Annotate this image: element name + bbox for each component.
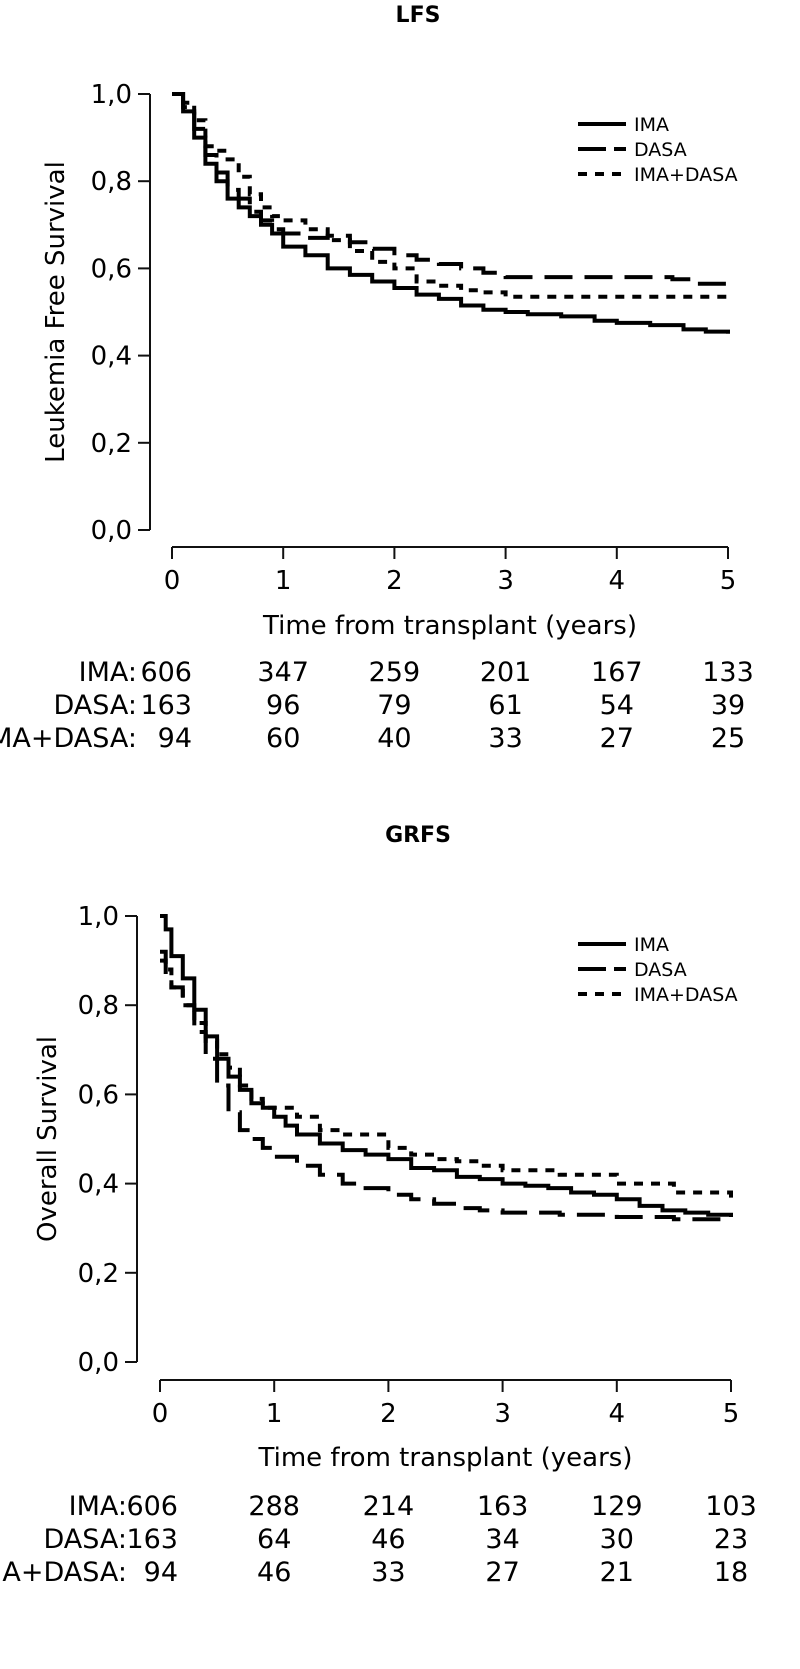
lfs-chart: LFS 0,0 0,2 0,4 0,6 0,8 1,0 0 1 2 3 4 5 Time from tra…: [0, 3, 754, 754]
risk-value: 54: [600, 690, 634, 721]
risk-value: 133: [702, 657, 754, 688]
risk-row-label: IMA:: [79, 657, 137, 688]
risk-value: 347: [257, 657, 309, 688]
y-axis-label: Overall Survival: [33, 1036, 63, 1242]
y-tick-label: 0,8: [91, 167, 132, 197]
x-tick-label: 2: [380, 1399, 397, 1429]
risk-row-label: IMA:: [69, 1491, 127, 1522]
risk-value: 163: [126, 1524, 178, 1555]
risk-value: 27: [485, 1557, 519, 1588]
risk-value: 25: [711, 723, 745, 754]
risk-value: 606: [140, 657, 192, 688]
risk-row-label: DASA:: [43, 1524, 127, 1555]
series-line-ima: [172, 92, 730, 334]
chart-title: LFS: [396, 3, 441, 28]
legend-label: IMA+DASA: [634, 164, 738, 186]
series-line-ima: [160, 914, 733, 1217]
y-tick-label: 0,4: [91, 342, 132, 372]
risk-value: 214: [363, 1491, 415, 1522]
risk-value: 40: [377, 723, 411, 754]
risk-value: 60: [266, 723, 300, 754]
y-tick-label: 1,0: [91, 80, 132, 110]
risk-value: 34: [485, 1524, 519, 1555]
risk-value: 23: [714, 1524, 748, 1555]
lfs-panel: LFS 0,0 0,2 0,4 0,6 0,8 1,0 0 1 2 3 4 5 Time from tra…: [0, 0, 800, 820]
risk-value: 33: [488, 723, 522, 754]
y-tick-label: 0,6: [78, 1080, 119, 1110]
risk-value: 27: [600, 723, 634, 754]
risk-value: 39: [711, 690, 745, 721]
risk-row-label: IMA+DASA:: [0, 1557, 127, 1588]
risk-value: 94: [158, 723, 192, 754]
risk-value: 21: [600, 1557, 634, 1588]
legend-label: IMA+DASA: [634, 984, 738, 1006]
risk-value: 129: [591, 1491, 643, 1522]
series-line-dasa: [160, 949, 731, 1222]
risk-value: 61: [488, 690, 522, 721]
y-tick-label: 1,0: [78, 902, 119, 932]
risk-value: 46: [257, 1557, 291, 1588]
y-tick-label: 0,2: [78, 1259, 119, 1289]
y-tick-label: 0,4: [78, 1170, 119, 1200]
legend-label: DASA: [634, 139, 687, 161]
risk-value: 33: [371, 1557, 405, 1588]
risk-value: 259: [369, 657, 421, 688]
y-tick-label: 0,0: [91, 516, 132, 546]
legend-label: IMA: [634, 114, 669, 136]
y-tick-label: 0,6: [91, 254, 132, 284]
risk-value: 167: [591, 657, 643, 688]
x-tick-label: 5: [720, 566, 737, 596]
grfs-panel: GRFS 0,0 0,2 0,4 0,6 0,8 1,0 0 1 2 3 4 5 Time from tr…: [0, 823, 800, 1669]
x-axis-label: Time from transplant (years): [258, 1443, 633, 1473]
risk-value: 79: [377, 690, 411, 721]
y-tick-label: 0,2: [91, 429, 132, 459]
legend-label: DASA: [634, 959, 687, 981]
x-tick-label: 3: [494, 1399, 511, 1429]
y-tick-label: 0,0: [78, 1348, 119, 1378]
x-axis-label: Time from transplant (years): [262, 611, 637, 641]
x-tick-label: 0: [164, 566, 181, 596]
risk-value: 30: [600, 1524, 634, 1555]
risk-row-label: IMA+DASA:: [0, 723, 137, 754]
risk-value: 288: [248, 1491, 300, 1522]
x-tick-label: 5: [723, 1399, 740, 1429]
risk-value: 201: [480, 657, 532, 688]
risk-value: 103: [705, 1491, 757, 1522]
x-tick-label: 2: [386, 566, 403, 596]
x-tick-label: 1: [266, 1399, 283, 1429]
x-tick-label: 1: [275, 566, 292, 596]
series-line-ima-dasa: [160, 958, 733, 1202]
risk-row-label: DASA:: [53, 690, 137, 721]
x-tick-label: 3: [497, 566, 514, 596]
risk-value: 163: [477, 1491, 529, 1522]
risk-value: 163: [140, 690, 192, 721]
series-line-ima-dasa: [172, 92, 728, 299]
risk-value: 94: [144, 1557, 178, 1588]
chart-title: GRFS: [385, 823, 451, 848]
risk-value: 96: [266, 690, 300, 721]
risk-value: 46: [371, 1524, 405, 1555]
risk-value: 18: [714, 1557, 748, 1588]
risk-value: 64: [257, 1524, 291, 1555]
y-tick-label: 0,8: [78, 991, 119, 1021]
x-tick-label: 4: [609, 1399, 626, 1429]
risk-value: 606: [126, 1491, 178, 1522]
x-tick-label: 4: [609, 566, 626, 596]
legend-label: IMA: [634, 934, 669, 956]
y-axis-label: Leukemia Free Survival: [41, 161, 71, 463]
x-tick-label: 0: [152, 1399, 169, 1429]
